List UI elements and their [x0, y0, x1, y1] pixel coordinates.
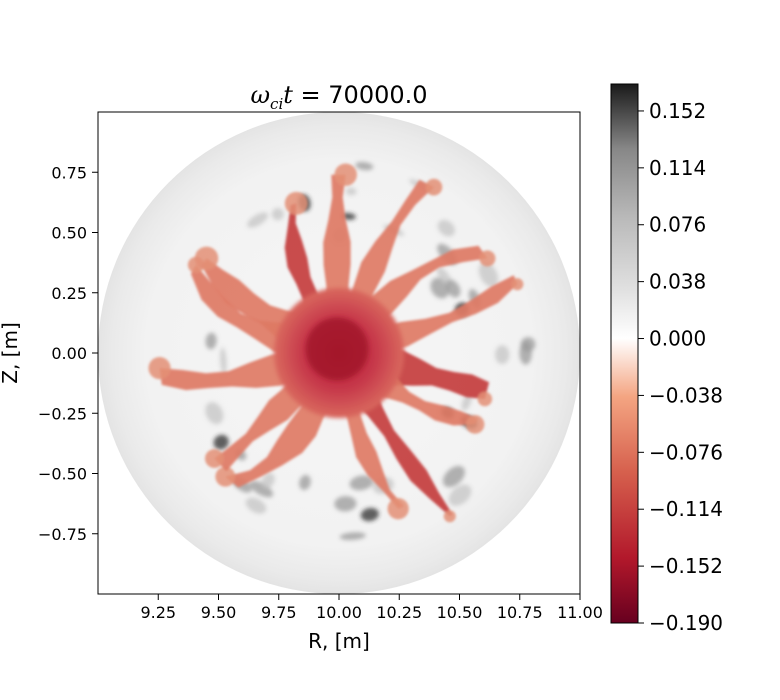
colorbar-tick-label: −0.076 [649, 440, 723, 464]
y-tick-label: −0.75 [38, 525, 87, 544]
y-tick-label: 0.25 [51, 284, 87, 303]
x-tick-label: 10.75 [497, 603, 543, 622]
colorbar-tick-label: 0.038 [649, 270, 706, 294]
y-tick-label: 0.00 [51, 344, 87, 363]
y-axis-label: Z, [m] [0, 322, 22, 384]
y-tick-label: 0.50 [51, 224, 87, 243]
x-tick-label: 10.00 [316, 603, 362, 622]
x-tick-label: 10.25 [376, 603, 422, 622]
x-tick-label: 10.50 [437, 603, 483, 622]
colorbar-tick-label: −0.152 [649, 554, 723, 578]
x-axis: 9.25 9.50 9.75 10.00 10.25 10.50 10.75 11.00 [140, 594, 603, 622]
plot-area [98, 112, 580, 594]
colorbar-tick-label: 0.000 [649, 327, 706, 351]
y-axis: 0.75 0.50 0.25 0.00 −0.25 −0.50 −0.75 [38, 163, 98, 544]
y-tick-label: −0.25 [38, 404, 87, 423]
chart-title: ωcit = 70000.0 [250, 81, 427, 113]
core-peak [305, 317, 369, 381]
y-tick-label: 0.75 [51, 163, 87, 182]
negative-fingers [148, 163, 524, 523]
colorbar-tick-label: 0.076 [649, 213, 706, 237]
x-tick-label: 11.00 [557, 603, 603, 622]
colorbar-tick-label: 0.152 [649, 99, 706, 123]
colorbar-tick-label: −0.038 [649, 383, 723, 407]
y-tick-label: −0.50 [38, 465, 87, 484]
colorbar-tick-label: 0.114 [649, 156, 706, 180]
colorbar [610, 83, 639, 624]
colorbar-tick-label: −0.114 [649, 497, 723, 521]
colorbar-axis: 0.152 0.114 0.076 0.038 0.000 −0.038 −0.076 −0.… [638, 99, 723, 635]
x-tick-label: 9.25 [140, 603, 176, 622]
x-axis-label: R, [m] [308, 629, 370, 653]
x-tick-label: 9.50 [201, 603, 237, 622]
colorbar-tick-label: −0.190 [649, 611, 723, 635]
x-tick-label: 9.75 [261, 603, 297, 622]
